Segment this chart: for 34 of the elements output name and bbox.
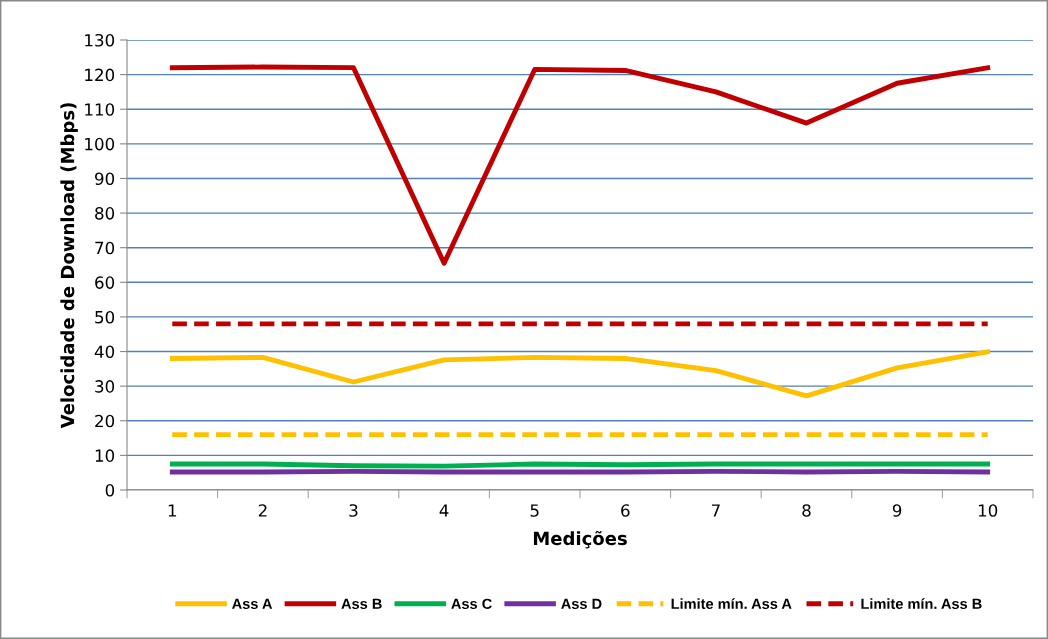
legend-label: Ass B — [341, 598, 382, 609]
y-tick-label: 110 — [85, 103, 115, 116]
x-tick-label: 10 — [978, 504, 998, 517]
legend-label: Limite mín. Ass B — [861, 598, 982, 609]
y-tick-label: 0 — [105, 483, 115, 497]
legend-label: Ass A — [232, 598, 273, 609]
y-tick-label: 60 — [95, 276, 115, 289]
x-tick-label: 5 — [530, 504, 539, 517]
x-tick-label: 2 — [258, 504, 267, 517]
y-tick-label: 70 — [95, 241, 115, 255]
legend-label: Limite mín. Ass A — [671, 598, 792, 609]
x-tick-label: 6 — [621, 504, 630, 517]
y-tick-label: 10 — [95, 449, 115, 462]
y-tick-label: 90 — [95, 172, 115, 186]
x-axis-title: Medições — [533, 530, 627, 549]
y-tick-label: 50 — [95, 310, 115, 324]
y-tick-label: 100 — [85, 137, 115, 151]
y-tick-label: 80 — [95, 207, 115, 220]
y-axis-title: Velocidade de Download (Mbps) — [60, 103, 78, 429]
y-tick-label: 40 — [94, 345, 115, 359]
x-tick-label: 7 — [711, 504, 720, 517]
legend-label: Ass D — [561, 598, 602, 609]
x-tick-label: 1 — [168, 504, 177, 517]
x-tick-label: 9 — [892, 504, 902, 517]
y-tick-label: 20 — [95, 414, 115, 428]
line-series — [169, 349, 991, 399]
y-tick-label: 120 — [85, 68, 115, 82]
x-tick-label: 8 — [802, 504, 811, 517]
line-series — [169, 64, 991, 266]
y-tick-label: 130 — [85, 33, 115, 47]
y-tick-label: 30 — [95, 380, 115, 393]
x-tick-label: 4 — [439, 504, 449, 517]
legend-label: Ass C — [451, 598, 492, 609]
x-tick-label: 3 — [349, 504, 358, 517]
